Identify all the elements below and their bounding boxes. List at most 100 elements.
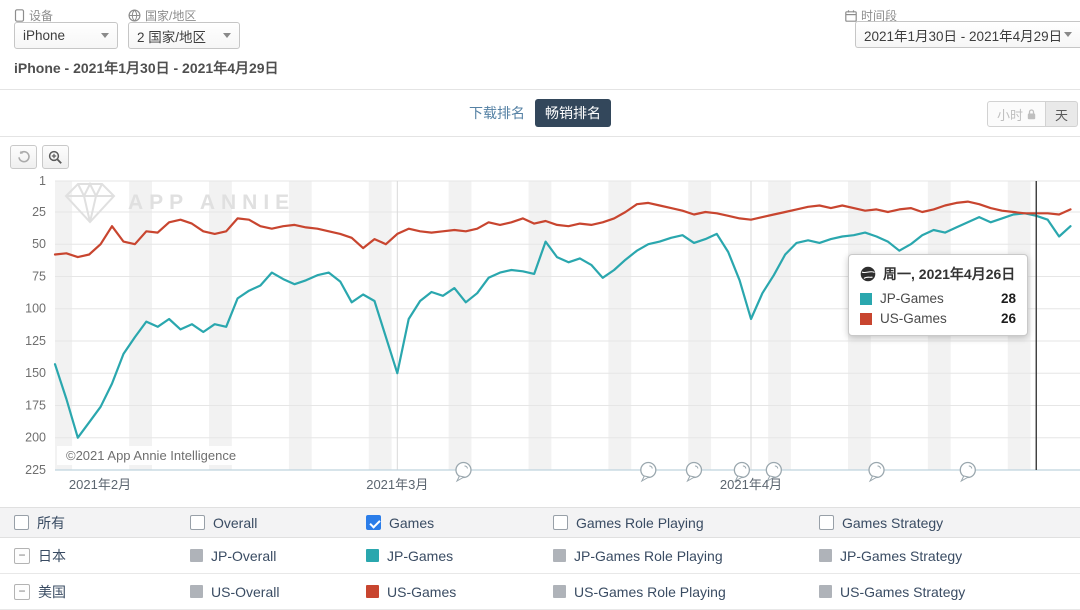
series-label: US-Overall — [211, 583, 280, 600]
legend-header-cell: Overall — [190, 515, 366, 531]
annotation-marker-mark — [774, 465, 779, 469]
x-axis-month-label: 2021年2月 — [69, 477, 131, 492]
series-legend-table: 所有 Overall Games Games Role Playing Games St… — [0, 507, 1080, 610]
series-label: JP-Games Strategy — [840, 547, 963, 564]
legend-item-us-games-role-playing[interactable]: US-Games Role Playing — [553, 584, 819, 600]
country-select-value: 2 国家/地区 — [137, 29, 207, 45]
country-field-label: 国家/地区 — [128, 7, 196, 24]
period-label: 时间段 — [861, 9, 898, 23]
legend-country-row: − 日本 JP-Overall JP-Games JP-Games Role Playi… — [0, 538, 1080, 574]
annotation-marker[interactable] — [685, 461, 703, 479]
weekend-band — [768, 181, 791, 470]
legend-column-label: Games Strategy — [842, 514, 944, 531]
series-label: JP-Games Role Playing — [574, 547, 723, 564]
series-color-swatch — [366, 585, 379, 598]
weekend-band — [688, 181, 712, 470]
zoom-reset-button[interactable] — [10, 145, 37, 169]
tooltip-series-value: 26 — [1000, 311, 1016, 326]
chevron-down-icon — [101, 33, 109, 38]
globe-icon — [128, 9, 141, 22]
device-label: 设备 — [29, 9, 54, 23]
y-axis-tick-label: 75 — [32, 269, 46, 283]
copyright-note: ©2021 App Annie Intelligence — [57, 446, 246, 465]
tab-download-rank[interactable]: 下载排名 — [469, 105, 525, 121]
series-label: US-Games — [387, 583, 457, 600]
collapse-row-1-button[interactable]: − — [14, 583, 30, 600]
tooltip-series-swatch — [860, 312, 872, 325]
y-axis-tick-label: 100 — [25, 302, 46, 316]
annotation-marker[interactable] — [733, 461, 751, 479]
annotation-marker[interactable] — [868, 461, 885, 479]
checkbox-games[interactable] — [366, 515, 381, 530]
legend-column-label: Games — [389, 514, 435, 531]
period-select-value: 2021年1月30日 - 2021年4月29日 — [864, 28, 1063, 44]
legend-item-us-overall[interactable]: US-Overall — [190, 584, 366, 600]
granularity-day-button[interactable]: 天 — [1045, 101, 1078, 127]
tooltip-date: 周一, 2021年4月26日 — [883, 266, 1016, 282]
weekend-band — [608, 181, 632, 470]
annotation-marker-tail — [960, 475, 970, 483]
tooltip-series-value: 28 — [1000, 291, 1016, 306]
checkbox-games-role-playing[interactable] — [553, 515, 568, 530]
period-select[interactable]: 2021年1月30日 - 2021年4月29日 — [855, 21, 1080, 48]
annotation-marker-mark — [968, 465, 973, 469]
country-name: 美国 — [38, 583, 66, 600]
weekend-band — [528, 181, 552, 470]
annotation-marker-mark — [694, 465, 699, 469]
annotation-marker[interactable] — [455, 461, 472, 479]
series-color-swatch — [366, 549, 379, 562]
annotation-marker[interactable] — [959, 461, 976, 479]
checkbox-overall[interactable] — [190, 515, 205, 530]
country-cell: − 日本 — [0, 546, 190, 566]
x-axis-month-label: 2021年4月 — [720, 477, 782, 492]
y-axis-tick-label: 225 — [25, 463, 46, 477]
legend-item-jp-overall[interactable]: JP-Overall — [190, 548, 366, 564]
calendar-icon — [845, 9, 857, 22]
legend-item-us-games-strategy[interactable]: US-Games Strategy — [819, 584, 1080, 600]
granularity-hour-button[interactable]: 小时 — [986, 101, 1046, 127]
tooltip-row-jp-games: JP-Games 28 — [860, 291, 1016, 306]
device-icon — [14, 9, 25, 22]
hour-label: 小时 — [996, 107, 1023, 123]
y-axis-tick-label: 50 — [32, 237, 46, 251]
checkbox-all[interactable] — [14, 515, 29, 530]
country-select[interactable]: 2 国家/地区 — [128, 22, 240, 49]
device-select[interactable]: iPhone — [14, 22, 118, 49]
annotation-marker-tail — [455, 475, 466, 483]
chart-tooltip: 周一, 2021年4月26日 JP-Games 28 US-Games 26 — [848, 254, 1028, 336]
legend-item-jp-games-strategy[interactable]: JP-Games Strategy — [819, 548, 1080, 564]
y-axis-tick-label: 25 — [32, 205, 46, 219]
tab-grossing-rank[interactable]: 畅销排名 — [535, 99, 611, 127]
chart-controls — [10, 145, 69, 169]
chevron-down-icon — [1064, 32, 1072, 37]
y-axis-tick-label: 175 — [25, 398, 46, 412]
legend-item-jp-games[interactable]: JP-Games — [366, 548, 553, 564]
collapse-row-0-button[interactable]: − — [14, 547, 30, 564]
checkbox-games-strategy[interactable] — [819, 515, 834, 530]
tooltip-rows: JP-Games 28 US-Games 26 — [860, 291, 1016, 326]
chevron-down-icon — [223, 33, 231, 38]
series-color-swatch — [190, 585, 203, 598]
zoom-in-button[interactable] — [42, 145, 69, 169]
annotation-marker-mark — [464, 465, 468, 469]
country-cell: − 美国 — [0, 582, 190, 602]
series-label: US-Games Role Playing — [574, 583, 726, 600]
day-label: 天 — [1054, 107, 1068, 123]
tooltip-row-us-games: US-Games 26 — [860, 311, 1016, 326]
weekend-band — [448, 181, 472, 470]
annotation-marker-mark — [742, 465, 747, 469]
annotation-marker[interactable] — [765, 461, 782, 479]
annotation-marker-mark — [877, 465, 882, 469]
legend-item-us-games[interactable]: US-Games — [366, 584, 553, 600]
series-color-swatch — [553, 585, 566, 598]
globe-dark-icon — [860, 266, 876, 282]
legend-column-label: Games Role Playing — [576, 514, 704, 531]
device-field-label: 设备 — [14, 7, 53, 24]
weekend-band — [55, 181, 73, 470]
tooltip-series-name: US-Games — [880, 311, 947, 326]
annotation-marker[interactable] — [640, 461, 657, 479]
legend-item-jp-games-role-playing[interactable]: JP-Games Role Playing — [553, 548, 819, 564]
rank-chart: 1 25 50 75 100 125 150 175 200 225 2021年2月 2021年3月 2… — [0, 140, 1080, 507]
magnifier-plus-icon — [48, 150, 62, 164]
